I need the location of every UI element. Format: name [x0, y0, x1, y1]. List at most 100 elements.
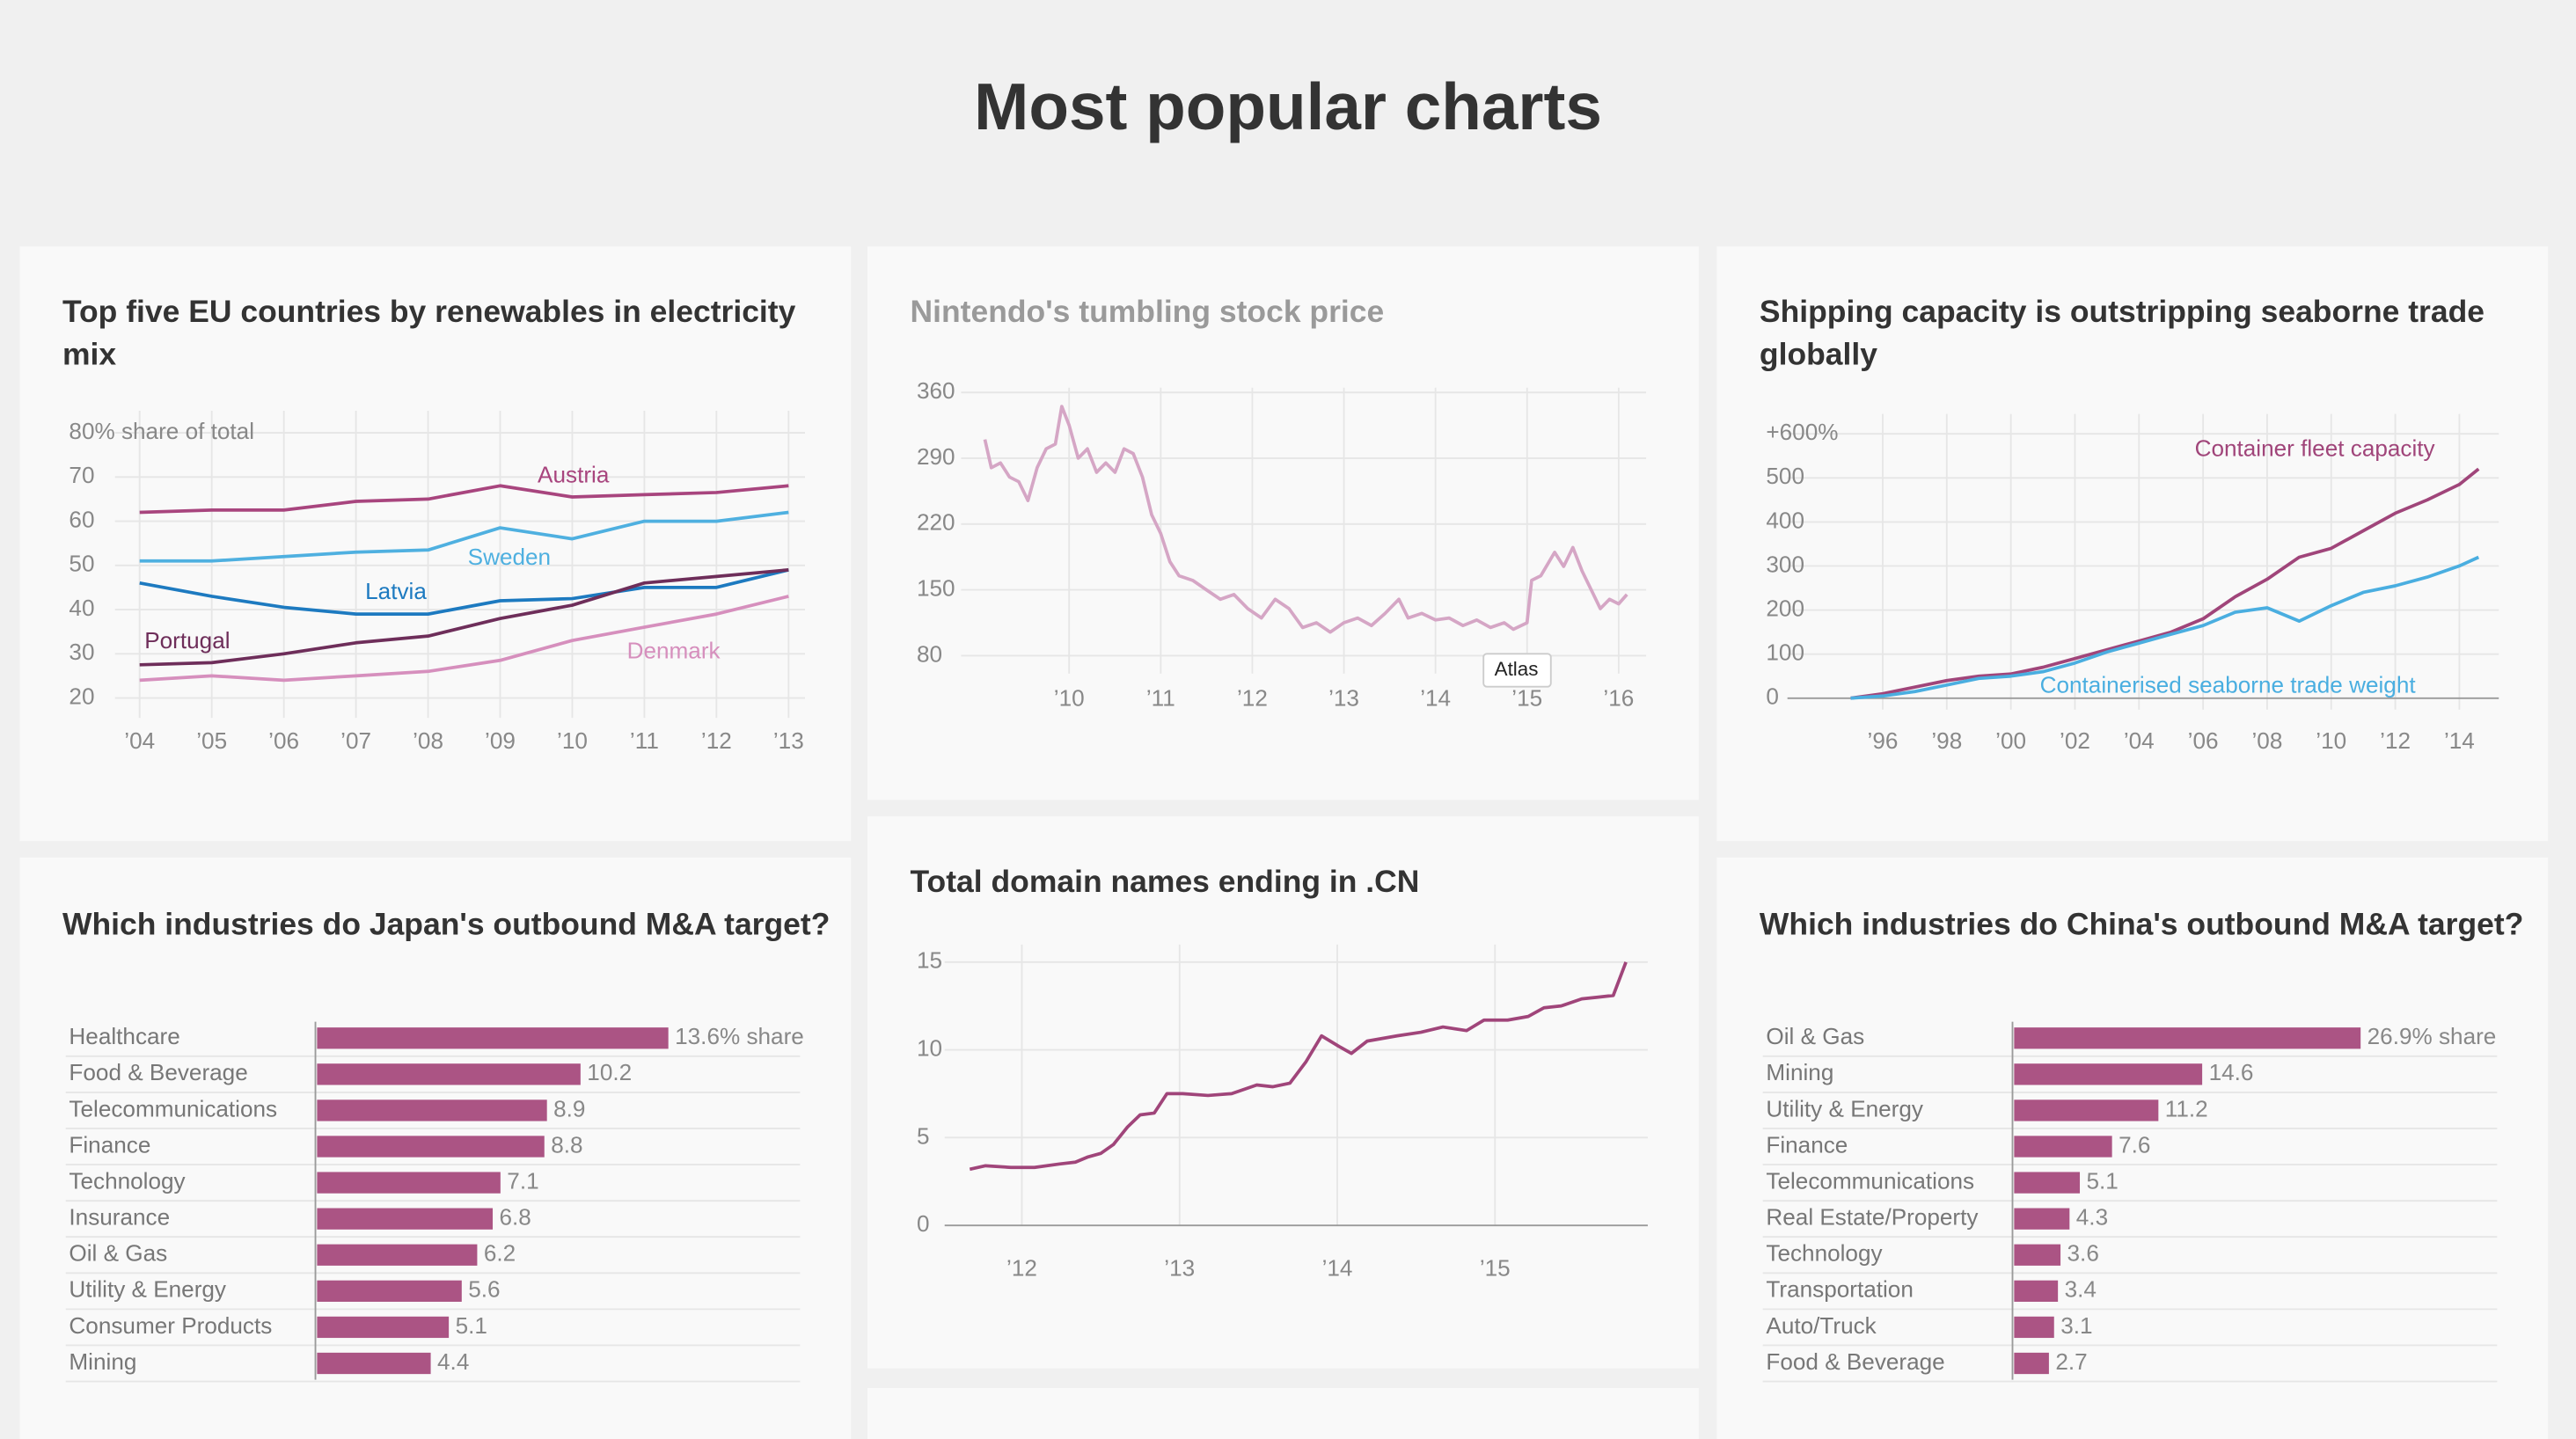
value-label: 3.6 [2067, 1240, 2099, 1267]
category-label: Mining [69, 1348, 136, 1375]
x-tick-label: ’14 [1322, 1254, 1353, 1281]
card[interactable] [867, 1388, 1699, 1439]
bar [2014, 1352, 2049, 1375]
value-label: 7.1 [507, 1167, 538, 1194]
bar [317, 1063, 581, 1085]
y-tick-label: 100 [1766, 639, 1804, 666]
category-label: Oil & Gas [1766, 1023, 1864, 1049]
line-series [1850, 467, 2480, 700]
category-label: Real Estate/Property [1766, 1204, 1979, 1231]
series-label: Denmark [627, 637, 721, 663]
value-label: 3.4 [2065, 1276, 2097, 1303]
series-label: Container fleet capacity [2195, 435, 2436, 462]
category-label: Technology [69, 1167, 186, 1194]
chart-title: Shipping capacity is outstripping seabor… [1759, 296, 2485, 373]
bar [317, 1352, 431, 1375]
bar [317, 1172, 501, 1194]
line-series [1850, 555, 2480, 700]
bar [317, 1280, 462, 1302]
card[interactable] [19, 246, 852, 842]
category-label: Food & Beverage [69, 1059, 247, 1085]
category-label: Utility & Energy [69, 1276, 227, 1303]
x-tick-label: ’11 [1146, 684, 1175, 711]
y-tick-label: 360 [917, 377, 955, 404]
y-tick-label: 150 [917, 574, 955, 601]
card[interactable] [1716, 246, 2549, 842]
bar [2014, 1280, 2059, 1302]
x-tick-label: ’13 [1164, 1254, 1195, 1281]
bar [317, 1316, 450, 1339]
line-series [139, 484, 789, 515]
value-label: 8.8 [551, 1131, 582, 1158]
line-series [139, 568, 789, 616]
x-tick-label: ’08 [2252, 727, 2283, 754]
value-label: 6.2 [484, 1240, 516, 1267]
bar [2014, 1027, 2361, 1049]
y-tick-label: 30 [69, 639, 94, 665]
value-label: 2.7 [2055, 1348, 2087, 1375]
x-tick-label: ’07 [340, 727, 371, 754]
y-tick-label: 20 [69, 683, 94, 709]
value-label: 13.6% share [675, 1023, 804, 1049]
value-label: 6.8 [500, 1204, 531, 1231]
y-tick-label: 290 [917, 443, 955, 470]
y-tick-label: 50 [69, 551, 94, 577]
x-tick-label: ’02 [2060, 727, 2090, 754]
line-series [139, 568, 789, 667]
bar [317, 1136, 545, 1158]
card[interactable] [1716, 857, 2549, 1439]
category-label: Mining [1766, 1059, 1833, 1085]
x-tick-label: ’13 [773, 727, 804, 754]
bar [2014, 1208, 2070, 1230]
bar [317, 1208, 494, 1230]
y-tick-label: 500 [1766, 463, 1804, 489]
x-tick-label: ’12 [2380, 727, 2411, 754]
category-label: Transportation [1766, 1276, 1913, 1303]
x-tick-label: ’98 [1931, 727, 1962, 754]
annotation: Atlas [1495, 658, 1539, 680]
value-label: 10.2 [587, 1059, 632, 1085]
x-tick-label: ’04 [124, 727, 155, 754]
series-label: Portugal [144, 627, 230, 654]
y-tick-label: 80 [917, 640, 942, 667]
chart-title: Which industries do Japan's outbound M&A… [62, 908, 831, 943]
chart-title: Nintendo's tumbling stock price [910, 296, 1385, 331]
category-label: Oil & Gas [69, 1240, 167, 1267]
value-label: 8.9 [553, 1095, 585, 1121]
series-label: Sweden [468, 544, 551, 570]
bar [317, 1099, 547, 1121]
x-tick-label: ’10 [2316, 727, 2346, 754]
x-tick-label: ’15 [1480, 1254, 1511, 1281]
category-label: Insurance [69, 1204, 170, 1231]
x-tick-label: ’12 [701, 727, 732, 754]
value-label: 7.6 [2119, 1131, 2150, 1158]
line-series [139, 595, 789, 683]
value-label: 26.9% share [2367, 1023, 2497, 1049]
x-tick-label: ’10 [1054, 684, 1085, 711]
x-tick-label: ’96 [1868, 727, 1899, 754]
bar [2014, 1136, 2112, 1158]
value-label: 11.2 [2165, 1095, 2208, 1121]
x-tick-label: ’05 [196, 727, 227, 754]
category-label: Healthcare [69, 1023, 179, 1049]
bar [2014, 1063, 2203, 1085]
value-label: 5.1 [2087, 1167, 2119, 1194]
x-tick-label: ’00 [1995, 727, 2026, 754]
x-tick-label: ’14 [1420, 684, 1451, 711]
y-tick-label: 220 [917, 509, 955, 536]
card[interactable] [867, 816, 1699, 1369]
value-label: 5.6 [468, 1276, 500, 1303]
chart-title: Which industries do China's outbound M&A… [1759, 908, 2524, 943]
bar [2014, 1244, 2061, 1266]
y-tick-label: 5 [917, 1122, 930, 1149]
y-tick-label: 0 [917, 1210, 930, 1237]
x-tick-label: ’13 [1328, 684, 1359, 711]
y-tick-label: 200 [1766, 595, 1804, 621]
bar [2014, 1316, 2054, 1339]
category-label: Food & Beverage [1766, 1348, 1944, 1375]
x-tick-label: ’14 [2444, 727, 2475, 754]
x-tick-label: ’06 [268, 727, 299, 754]
y-tick-label: 10 [917, 1034, 942, 1061]
y-tick-label: 60 [69, 506, 94, 532]
x-tick-label: ’12 [1006, 1254, 1037, 1281]
